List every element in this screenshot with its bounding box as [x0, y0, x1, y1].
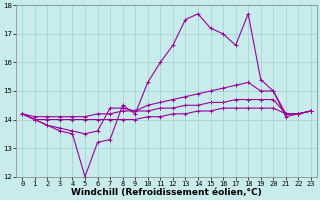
X-axis label: Windchill (Refroidissement éolien,°C): Windchill (Refroidissement éolien,°C): [71, 188, 262, 197]
